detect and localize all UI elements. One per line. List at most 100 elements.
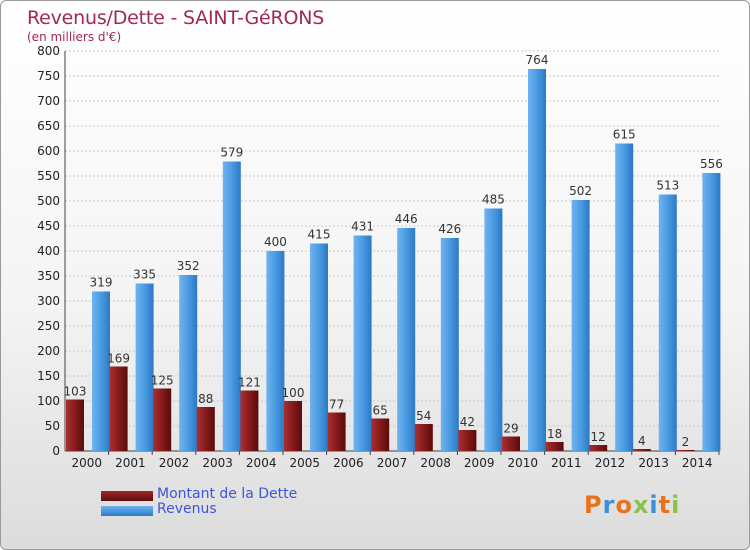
legend-swatch-revenus [101,506,153,516]
y-tick-label: 500 [37,194,60,208]
logo-letter: t [658,491,672,519]
data-label-revenus: 400 [264,235,287,249]
data-label-revenus: 485 [482,193,505,207]
y-tick-label: 550 [37,169,60,183]
data-label-dette: 77 [329,398,344,412]
bar-revenus [397,228,416,451]
y-tick-label: 700 [37,94,60,108]
legend-swatch-dette [101,491,153,501]
bar-dette [240,390,259,451]
bar-revenus [571,200,590,451]
bar-dette [327,412,346,451]
data-label-dette: 169 [107,352,130,366]
data-label-revenus: 415 [308,228,331,242]
bar-dette [589,445,608,451]
x-tick-label: 2005 [290,456,321,470]
x-tick-label: 2014 [682,456,713,470]
data-label-revenus: 579 [220,146,243,160]
data-label-dette: 121 [238,376,261,390]
bar-revenus [702,173,721,451]
bar-revenus [266,251,285,451]
bar-revenus [615,143,634,451]
data-label-dette: 100 [282,386,305,400]
x-tick-label: 2008 [420,456,451,470]
data-label-revenus: 764 [526,53,549,67]
x-tick-label: 2006 [333,456,364,470]
y-tick-label: 200 [37,344,60,358]
logo-letter: x [632,491,650,519]
chart-subtitle: (en milliers d'€) [27,30,122,44]
bar-dette [196,407,215,451]
bar-dette [458,430,477,451]
data-label-dette: 42 [460,415,475,429]
chart-title: Revenus/Dette - SAINT-GéRONS [27,7,325,29]
bar-dette [632,449,651,451]
legend-label-revenus: Revenus [157,501,217,517]
y-tick-label: 0 [52,444,60,458]
data-label-dette: 54 [416,409,431,423]
data-label-revenus: 319 [90,276,113,290]
bar-dette [502,436,520,451]
data-label-revenus: 502 [569,184,592,198]
y-tick-label: 150 [37,369,60,383]
x-tick-label: 2004 [246,456,277,470]
logo-letter: i [671,491,681,519]
bar-revenus [440,238,459,451]
x-tick-label: 2011 [551,456,582,470]
x-tick-label: 2010 [508,456,539,470]
y-tick-label: 600 [37,144,60,158]
bar-revenus [310,243,328,451]
x-tick-label: 2000 [72,456,103,470]
y-tick-label: 250 [37,319,60,333]
bar-dette [153,388,172,451]
data-label-revenus: 335 [133,268,156,282]
logo-letter: r [602,491,616,519]
logo-letter: o [615,491,633,519]
data-label-revenus: 615 [613,128,636,142]
bar-revenus [528,69,546,451]
bar-dette [676,450,695,451]
bar-revenus [484,208,503,451]
y-tick-label: 800 [37,44,60,58]
y-tick-label: 450 [37,219,60,233]
data-label-dette: 2 [682,435,690,449]
data-label-revenus: 426 [438,222,461,236]
x-tick-label: 2003 [202,456,233,470]
data-label-dette: 4 [638,434,646,448]
y-tick-label: 350 [37,269,60,283]
bar-revenus [353,235,372,451]
data-label-dette: 65 [373,404,388,418]
logo-letter: i [649,491,659,519]
data-label-revenus: 513 [656,179,679,193]
data-label-dette: 88 [198,392,213,406]
data-label-revenus: 352 [177,259,200,273]
bar-dette [109,366,128,451]
bar-revenus [179,275,198,451]
bar-revenus [135,283,154,451]
bar-revenus [92,291,110,451]
y-tick-label: 100 [37,394,60,408]
y-tick-label: 300 [37,294,60,308]
x-tick-label: 2013 [638,456,669,470]
proxiti-logo: Proxiti [584,491,680,519]
x-tick-label: 2012 [595,456,626,470]
data-label-dette: 29 [503,422,518,436]
data-label-revenus: 431 [351,220,374,234]
logo-letter: P [584,491,603,519]
data-label-dette: 103 [64,385,87,399]
data-label-revenus: 556 [700,157,723,171]
data-label-dette: 12 [591,430,606,444]
bar-dette [371,418,390,451]
bar-dette [284,401,302,451]
y-tick-label: 750 [37,69,60,83]
y-tick-label: 50 [45,419,60,433]
data-label-revenus: 446 [395,212,418,226]
data-label-dette: 18 [547,427,562,441]
x-tick-label: 2007 [377,456,408,470]
y-tick-label: 650 [37,119,60,133]
y-tick-label: 400 [37,244,60,258]
bar-dette [66,399,84,451]
legend-label-dette: Montant de la Dette [157,486,298,502]
